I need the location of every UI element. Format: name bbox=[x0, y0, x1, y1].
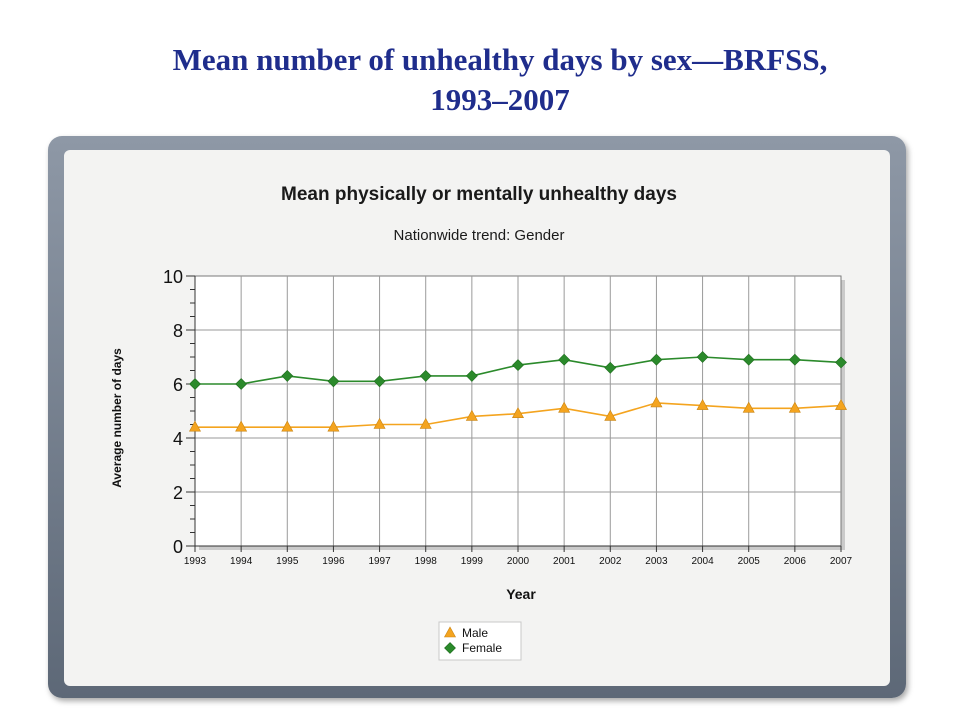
data-point-male bbox=[235, 420, 248, 432]
data-point-female bbox=[281, 369, 294, 382]
data-point-male bbox=[742, 401, 755, 413]
data-point-male bbox=[373, 417, 386, 429]
x-tick-label: 2000 bbox=[507, 556, 530, 567]
series-male bbox=[188, 396, 848, 432]
x-tick-label: 1994 bbox=[230, 556, 253, 567]
x-tick-label: 1998 bbox=[415, 556, 438, 567]
data-point-female bbox=[189, 378, 201, 390]
chart-subtitle: Nationwide trend: Gender bbox=[394, 227, 565, 244]
data-point-male bbox=[419, 417, 432, 429]
data-point-male bbox=[465, 409, 478, 421]
data-point-female bbox=[465, 369, 478, 382]
x-tick-label: 1996 bbox=[322, 556, 345, 567]
data-point-male bbox=[327, 420, 340, 432]
y-tick-label: 10 bbox=[163, 267, 183, 287]
legend-marker-female bbox=[444, 642, 456, 654]
chart-title: Mean physically or mentally unhealthy da… bbox=[281, 184, 677, 205]
data-point-male bbox=[558, 401, 571, 413]
data-point-female bbox=[604, 361, 617, 374]
x-tick-label: 2005 bbox=[738, 556, 761, 567]
legend-label-female: Female bbox=[462, 641, 502, 655]
data-point-female bbox=[650, 353, 663, 366]
legend-label-male: Male bbox=[462, 626, 488, 640]
data-point-male bbox=[281, 420, 294, 432]
slide-title: Mean number of unhealthy days by sex—BRF… bbox=[60, 40, 940, 120]
x-tick-label: 2004 bbox=[691, 556, 714, 567]
series-layer bbox=[188, 351, 848, 432]
y-tick-label: 0 bbox=[173, 537, 183, 557]
x-tick-label: 2002 bbox=[599, 556, 622, 567]
y-tick-label: 8 bbox=[173, 321, 183, 341]
legend-box bbox=[438, 621, 522, 661]
y-axis-label: Average number of days bbox=[110, 348, 124, 488]
data-point-male bbox=[188, 420, 202, 432]
y-tick-label: 6 bbox=[173, 375, 183, 395]
x-tick-label: 2003 bbox=[645, 556, 668, 567]
data-point-female bbox=[742, 353, 755, 366]
slide-title-line-1: Mean number of unhealthy days by sex—BRF… bbox=[172, 42, 828, 77]
data-point-female bbox=[696, 351, 709, 363]
data-point-male bbox=[834, 398, 848, 410]
chart-frame: Mean physically or mentally unhealthy da… bbox=[48, 136, 906, 698]
x-tick-label: 1995 bbox=[276, 556, 299, 567]
y-tick-label: 4 bbox=[173, 429, 183, 449]
data-point-male bbox=[696, 398, 709, 410]
data-point-female bbox=[512, 359, 524, 372]
line-chart: Mean physically or mentally unhealthy da… bbox=[110, 184, 853, 661]
axes: 0 2 4 6 8 10 1993 1994 1995 1996 1997 1998 1999 2000 2… bbox=[163, 267, 853, 567]
data-point-female bbox=[788, 353, 801, 366]
data-point-female bbox=[558, 353, 571, 366]
data-point-female bbox=[373, 375, 386, 388]
data-point-male bbox=[788, 401, 801, 413]
chart-panel: Mean physically or mentally unhealthy da… bbox=[64, 150, 890, 686]
slide-title-line-2: 1993–2007 bbox=[430, 82, 570, 117]
x-axis-label: Year bbox=[506, 586, 536, 602]
data-point-male bbox=[650, 396, 663, 408]
data-point-male bbox=[511, 407, 525, 419]
x-tick-label: 1999 bbox=[461, 556, 484, 567]
data-point-female bbox=[419, 369, 432, 382]
legend-marker-male bbox=[443, 626, 457, 638]
x-tick-label: 2006 bbox=[784, 556, 807, 567]
x-tick-label: 1997 bbox=[368, 556, 391, 567]
data-point-male bbox=[604, 409, 617, 421]
data-point-female bbox=[835, 356, 847, 369]
x-tick-label: 2001 bbox=[553, 556, 576, 567]
series-female bbox=[189, 351, 847, 390]
x-tick-label: 2007 bbox=[830, 556, 853, 567]
data-point-female bbox=[327, 375, 340, 388]
y-tick-label: 2 bbox=[173, 483, 183, 503]
data-point-female bbox=[235, 378, 248, 390]
x-tick-label: 1993 bbox=[184, 556, 207, 567]
